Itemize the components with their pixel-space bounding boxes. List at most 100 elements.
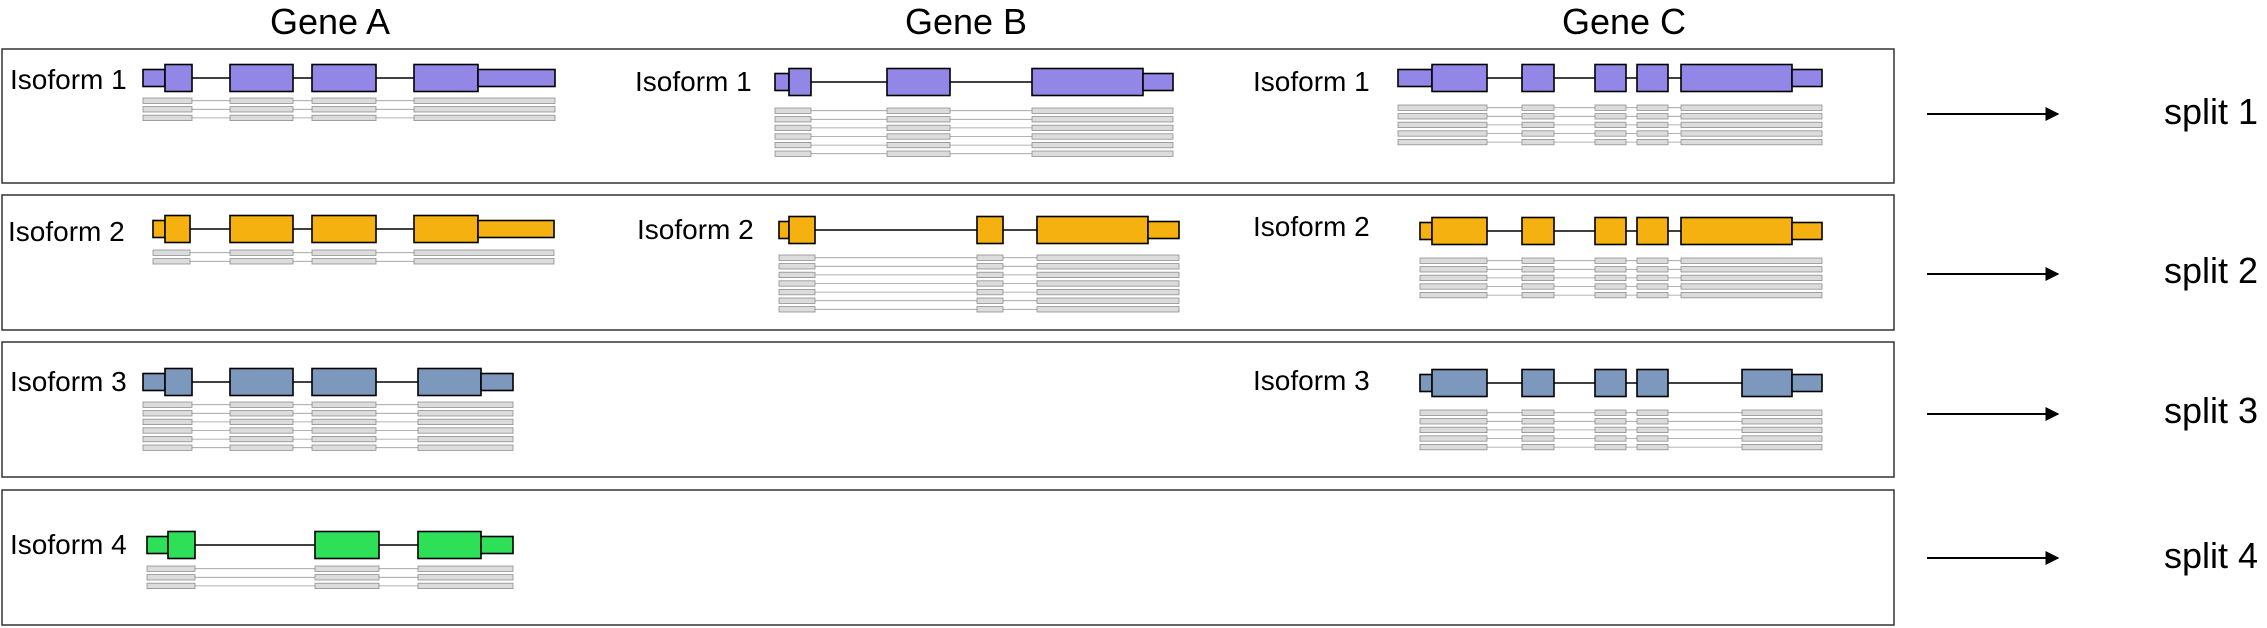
read-segment	[1636, 409, 1669, 416]
read-segment	[1680, 257, 1823, 264]
read-segment	[229, 114, 294, 121]
exon-block	[976, 215, 1004, 245]
utr-block	[1419, 373, 1433, 393]
read	[146, 574, 514, 581]
exon-block	[1594, 216, 1627, 246]
exon-block	[164, 367, 193, 397]
read-segment	[1397, 130, 1488, 137]
read-segment	[413, 97, 556, 104]
exon-block	[229, 214, 294, 244]
read-segment	[1636, 291, 1669, 299]
read-segment	[886, 116, 951, 123]
read-segment	[1419, 435, 1488, 442]
exon-block	[1521, 368, 1555, 398]
read	[146, 565, 514, 572]
isoform-structure	[1419, 368, 1823, 451]
isoform-label-a3: Isoform 3	[10, 366, 127, 397]
read-segment	[1419, 426, 1488, 434]
utr-block	[1791, 68, 1823, 88]
read	[142, 427, 514, 434]
read-segment	[1636, 426, 1669, 434]
read-segment	[1741, 426, 1823, 434]
read-segment	[778, 297, 816, 304]
read	[774, 107, 1174, 114]
read-segment	[774, 124, 812, 131]
read-segment	[774, 116, 812, 123]
read-segment	[1036, 306, 1180, 313]
split-4-box	[1, 489, 1895, 626]
read-segment	[229, 444, 294, 451]
read	[774, 133, 1174, 140]
isoform-label-c1: Isoform 1	[1253, 66, 1370, 97]
read-segment	[417, 565, 514, 572]
read-segment	[976, 280, 1004, 287]
read-segment	[778, 306, 816, 313]
read-segment	[1419, 283, 1488, 290]
read-segment	[417, 427, 514, 434]
read-segment	[1636, 257, 1669, 264]
read-segment	[1594, 426, 1627, 434]
read	[774, 150, 1174, 157]
read-segment	[311, 435, 377, 443]
read-segment	[1036, 263, 1180, 270]
read	[1397, 104, 1823, 111]
read-segment	[1031, 116, 1174, 123]
isoform-structure	[774, 67, 1174, 157]
isoform-structure	[1397, 63, 1823, 146]
gene-a-header: Gene A	[270, 1, 390, 42]
read	[774, 124, 1174, 131]
read-segment	[1031, 150, 1174, 157]
read-segment	[1419, 257, 1488, 264]
utr-block	[142, 372, 166, 392]
isoform-label-c3: Isoform 3	[1253, 365, 1370, 396]
read-segment	[1594, 104, 1627, 111]
read-segment	[1594, 138, 1627, 146]
read-segment	[778, 288, 816, 296]
read-segment	[229, 418, 294, 426]
exon-block	[311, 63, 377, 93]
read-segment	[417, 418, 514, 426]
read-segment	[311, 427, 377, 434]
read-segment	[774, 107, 812, 114]
read-segment	[142, 106, 193, 113]
read-segment	[229, 427, 294, 434]
read	[142, 418, 514, 426]
read-segment	[1636, 435, 1669, 442]
exon-block	[1741, 368, 1793, 398]
read	[146, 582, 514, 590]
read-segment	[1594, 266, 1627, 273]
utr-block	[146, 535, 169, 555]
read-segment	[1741, 435, 1823, 442]
read-segment	[1036, 297, 1180, 304]
read-segment	[413, 114, 556, 121]
read-segment	[1636, 130, 1669, 137]
exon-block	[1431, 368, 1488, 398]
read-segment	[1636, 418, 1669, 425]
read-segment	[1680, 291, 1823, 299]
split-2-box	[1, 194, 1895, 331]
exon-block	[413, 214, 479, 244]
read-segment	[413, 249, 555, 256]
read	[142, 435, 514, 443]
read	[152, 249, 555, 256]
read-segment	[1521, 130, 1555, 137]
read-segment	[314, 565, 380, 572]
read-segment	[1594, 409, 1627, 416]
exon-block	[1594, 368, 1627, 398]
exon-block	[229, 63, 294, 93]
read	[142, 401, 514, 408]
gene-c-header: Gene C	[1562, 1, 1686, 42]
read-segment	[142, 97, 193, 104]
exon-block	[1036, 215, 1149, 245]
read-segment	[1521, 418, 1555, 425]
read	[142, 114, 556, 121]
read-segment	[229, 249, 294, 256]
read	[778, 288, 1180, 296]
read	[778, 271, 1180, 279]
exon-block	[1594, 63, 1627, 93]
read-segment	[142, 444, 193, 451]
isoform-label-c2: Isoform 2	[1253, 211, 1370, 242]
isoform-label-a4: Isoform 4	[10, 529, 127, 560]
read-segment	[1680, 104, 1823, 111]
read-segment	[413, 258, 555, 265]
